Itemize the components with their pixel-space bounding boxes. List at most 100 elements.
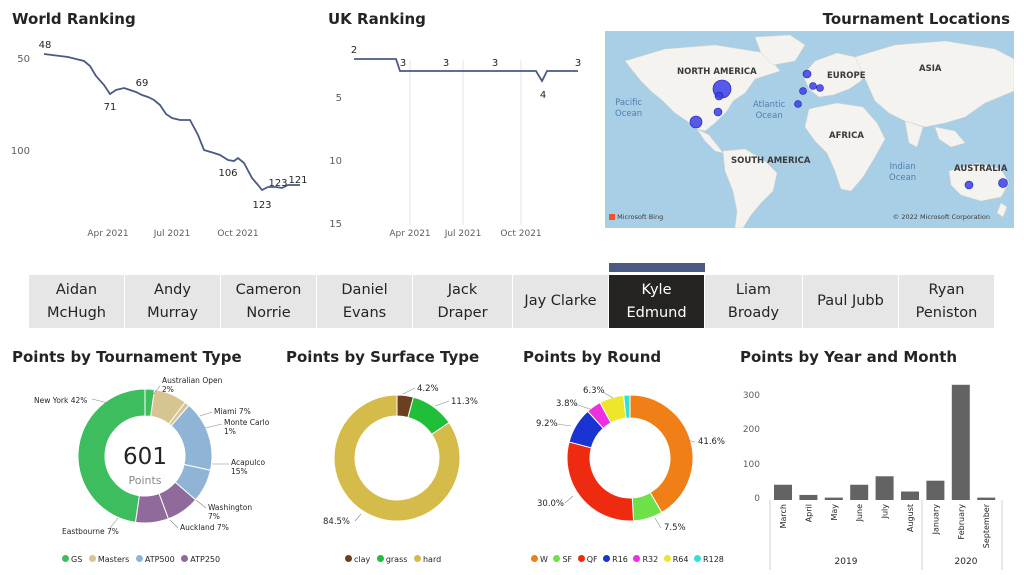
- ocean-label: Pacific Ocean: [615, 98, 643, 119]
- map-land: [624, 34, 1014, 228]
- legend-dot: [577, 555, 585, 562]
- total-points-label: Points: [128, 474, 161, 487]
- bing-logo: Microsoft Bing: [609, 213, 663, 221]
- x-tick: January: [931, 504, 940, 536]
- player-button-liam-broady[interactable]: Liam Broady: [705, 275, 803, 328]
- tournament-type-chart: 601 Points New York 42% Australian Open …: [34, 376, 270, 536]
- bar-june[interactable]: [850, 484, 869, 500]
- ocean-label: Indian Ocean: [889, 162, 917, 183]
- bar-january[interactable]: [926, 480, 945, 500]
- x-tick: April: [804, 504, 813, 522]
- legend-label: grass: [385, 555, 408, 564]
- legend-label: R32: [642, 555, 659, 564]
- location-bubble[interactable]: [689, 115, 703, 129]
- donut-slice-r128[interactable]: [623, 394, 631, 419]
- player-button-andy-murray[interactable]: Andy Murray: [125, 275, 221, 328]
- x-tick: August: [906, 504, 915, 532]
- uk-ranking-line: [354, 58, 578, 83]
- legend-dot: [694, 555, 702, 562]
- legend-dot: [62, 555, 69, 562]
- y-tick: 50: [17, 54, 30, 65]
- legend-label: R64: [672, 555, 689, 564]
- y-tick: 100: [743, 460, 760, 470]
- player-button-cameron-norrie[interactable]: Cameron Norrie: [221, 275, 317, 328]
- world-ranking-line: [43, 53, 300, 192]
- player-button-daniel-evans[interactable]: Daniel Evans: [317, 275, 413, 328]
- legend-label: hard: [422, 555, 442, 564]
- location-bubble[interactable]: [713, 107, 723, 117]
- continent-label: SOUTH AMERICA: [731, 156, 811, 166]
- x-tick: June: [855, 504, 864, 523]
- year-month-chart: 0 100 200 300 March April May June July Augus…: [743, 384, 1003, 570]
- slice-label: Miami 7%: [214, 407, 251, 416]
- x-tick: Jul 2021: [153, 229, 191, 239]
- x-tick: Oct 2021: [500, 229, 541, 239]
- slice-label: Eastbourne 7%: [62, 527, 119, 536]
- location-bubble[interactable]: [799, 87, 807, 95]
- legend-label: W: [540, 555, 548, 564]
- bar-may[interactable]: [824, 497, 843, 500]
- uk-ranking-chart: 5 10 15 2 3 3 3 4 3 Apr 2021 Jul 2021 Oc…: [329, 45, 581, 239]
- x-tick: May: [830, 504, 839, 521]
- player-button-jay-clarke[interactable]: Jay Clarke: [513, 275, 609, 328]
- player-button-paul-jubb[interactable]: Paul Jubb: [803, 275, 899, 328]
- tournament-map[interactable]: NORTH AMERICA EUROPE ASIA AFRICA SOUTH A…: [605, 31, 1014, 228]
- y-tick: 5: [336, 93, 342, 104]
- bar-april[interactable]: [799, 494, 818, 500]
- legend-label: R16: [612, 555, 628, 564]
- legend-label: clay: [354, 555, 371, 564]
- player-button-aidan-mchugh[interactable]: Aidan McHugh: [29, 275, 125, 328]
- slice-label: 84.5%: [323, 517, 350, 527]
- location-bubble[interactable]: [802, 69, 812, 79]
- point-label: 123: [252, 200, 271, 211]
- player-button-kyle-edmund[interactable]: Kyle Edmund: [609, 275, 705, 328]
- player-button-ryan-peniston[interactable]: Ryan Peniston: [899, 275, 995, 328]
- slice-label: Auckland 7%: [180, 523, 229, 532]
- legend-dot: [633, 555, 641, 562]
- surface-type-legend: clay grass hard: [345, 555, 441, 564]
- donut-slice-w[interactable]: [629, 394, 694, 514]
- uk-ranking-title: UK Ranking: [328, 10, 426, 28]
- location-bubble[interactable]: [998, 178, 1008, 188]
- year-month-title: Points by Year and Month: [740, 348, 958, 366]
- selected-player-indicator: [609, 263, 705, 272]
- slice-label: 7.5%: [664, 523, 686, 533]
- slice-label: Washington: [208, 503, 252, 512]
- bar-august[interactable]: [901, 491, 919, 500]
- y-tick: 15: [329, 219, 342, 230]
- donut-slice-qf[interactable]: [566, 441, 635, 522]
- point-label: 4: [540, 90, 546, 101]
- slice-label: Monte Carlo: [224, 418, 270, 427]
- slice-label: Acapulco: [231, 458, 265, 467]
- bar-march[interactable]: [774, 484, 792, 500]
- slice-label: 1%: [224, 427, 236, 436]
- x-tick: September: [982, 503, 991, 548]
- bar-september[interactable]: [977, 497, 996, 500]
- slice-label: 2%: [162, 385, 174, 394]
- location-bubble[interactable]: [816, 84, 824, 92]
- legend-dot: [663, 555, 671, 562]
- ocean-label: Atlantic Ocean: [753, 100, 786, 121]
- continent-label: EUROPE: [827, 71, 866, 81]
- map-bubbles: [689, 69, 1008, 190]
- donut-slice-new-york[interactable]: [77, 388, 146, 523]
- surface-type-chart: 4.2% 11.3% 84.5%: [323, 384, 478, 527]
- location-bubble[interactable]: [809, 82, 817, 90]
- legend-label: Masters: [97, 555, 130, 564]
- x-tick: March: [779, 504, 788, 528]
- legend-dot: [603, 555, 611, 562]
- location-bubble[interactable]: [714, 91, 724, 101]
- location-bubble[interactable]: [794, 100, 802, 108]
- point-label: 3: [492, 58, 498, 69]
- y-tick: 100: [11, 146, 30, 157]
- x-tick: Oct 2021: [217, 229, 258, 239]
- donut-slice-hard[interactable]: [333, 394, 461, 522]
- legend-dot: [88, 555, 96, 562]
- legend-label: SF: [562, 555, 573, 564]
- bar-july[interactable]: [875, 476, 894, 500]
- bar-february[interactable]: [951, 384, 970, 500]
- legend-dot: [345, 555, 352, 562]
- map-title: Tournament Locations: [822, 10, 1010, 28]
- player-button-jack-draper[interactable]: Jack Draper: [413, 275, 513, 328]
- location-bubble[interactable]: [964, 180, 974, 190]
